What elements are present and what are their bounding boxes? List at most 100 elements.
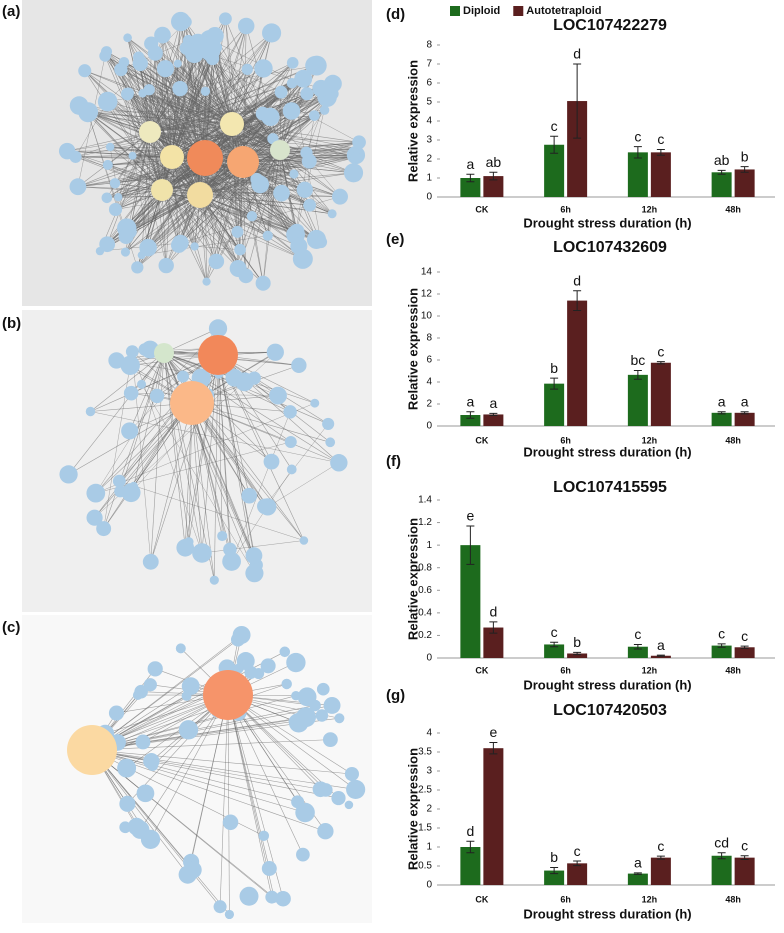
legend-swatch (513, 6, 523, 16)
node (352, 135, 366, 149)
node (143, 554, 159, 570)
y-tick-label: 7 (426, 59, 432, 70)
significance-letter: a (634, 855, 642, 871)
bar (628, 874, 648, 885)
node (281, 679, 291, 689)
node (317, 823, 333, 839)
node (179, 866, 197, 884)
node (320, 105, 330, 115)
y-tick-label: 0.6 (418, 585, 432, 596)
panel-label: (e) (386, 231, 404, 248)
node (285, 436, 297, 448)
panel-label: (a) (2, 3, 20, 20)
y-tick-label: 4 (426, 116, 432, 127)
x-tick-label: 48h (725, 894, 741, 904)
y-tick-label: 0.8 (418, 562, 432, 573)
node (147, 760, 158, 771)
node (256, 276, 271, 291)
y-tick-label: 1.4 (418, 495, 432, 506)
node (346, 780, 365, 799)
x-axis-title: Drought stress duration (h) (523, 444, 691, 459)
y-tick-label: 0 (426, 421, 432, 432)
node (96, 247, 104, 255)
x-tick-label: 12h (642, 665, 658, 675)
panel-label: (b) (2, 315, 21, 332)
significance-letter: e (466, 508, 474, 524)
significance-letter: c (741, 837, 748, 853)
y-tick-label: 0 (426, 192, 432, 203)
node (269, 387, 287, 405)
hub-node (270, 140, 290, 160)
node (223, 815, 239, 831)
node (117, 759, 136, 778)
node (202, 278, 210, 286)
y-tick-label: 3 (426, 135, 432, 146)
node (217, 531, 227, 541)
node (325, 437, 335, 447)
node (180, 41, 194, 55)
node (159, 258, 174, 273)
chart-title: LOC107422279 (553, 17, 667, 34)
significance-letter: bc (630, 352, 645, 368)
x-tick-label: CK (475, 894, 488, 904)
node (345, 767, 359, 781)
y-tick-label: 0.5 (418, 861, 432, 872)
node (295, 803, 315, 823)
bar (483, 748, 503, 885)
bar (651, 152, 671, 197)
legend-label: Autotetraploid (526, 5, 601, 17)
hub-node (220, 112, 244, 136)
node (201, 87, 210, 96)
significance-letter: c (657, 838, 664, 854)
node (344, 163, 363, 182)
node (240, 887, 259, 906)
node (254, 59, 272, 77)
node (86, 510, 102, 526)
significance-letter: d (489, 604, 497, 620)
node (139, 239, 157, 257)
node (174, 60, 182, 68)
x-tick-label: CK (475, 665, 488, 675)
node (312, 80, 329, 97)
node (330, 454, 347, 471)
node (248, 371, 261, 384)
node (114, 63, 127, 76)
y-tick-label: 10 (421, 311, 433, 322)
node (106, 143, 114, 151)
node (273, 185, 290, 202)
y-axis-title: Relative expression (405, 518, 420, 640)
node (310, 399, 319, 408)
significance-letter: c (574, 843, 581, 859)
node (283, 405, 296, 418)
node (171, 237, 187, 253)
significance-letter: b (550, 360, 558, 376)
y-tick-label: 8 (426, 40, 432, 51)
y-tick-label: 0 (426, 653, 432, 664)
y-tick-label: 14 (421, 267, 433, 278)
x-tick-label: 6h (560, 665, 571, 675)
node (315, 236, 327, 248)
node (253, 668, 264, 679)
hub-node (139, 121, 161, 143)
node (98, 92, 118, 112)
y-tick-label: 1 (426, 842, 432, 853)
node (290, 238, 307, 255)
y-tick-label: 2 (426, 399, 432, 410)
bar (628, 152, 648, 197)
node (177, 371, 189, 383)
significance-letter: c (634, 128, 641, 144)
significance-letter: a (466, 393, 474, 409)
bar (735, 413, 755, 426)
x-axis-title: Drought stress duration (h) (523, 906, 691, 921)
node (136, 735, 151, 750)
chart-title: LOC107420503 (553, 702, 667, 719)
node (133, 56, 148, 71)
significance-letter: d (573, 272, 581, 288)
node (222, 552, 241, 571)
node (121, 422, 138, 439)
significance-letter: c (634, 626, 641, 642)
significance-letter: c (718, 626, 725, 642)
node (241, 488, 257, 504)
significance-letter: c (551, 624, 558, 640)
y-axis-title: Relative expression (405, 288, 420, 410)
